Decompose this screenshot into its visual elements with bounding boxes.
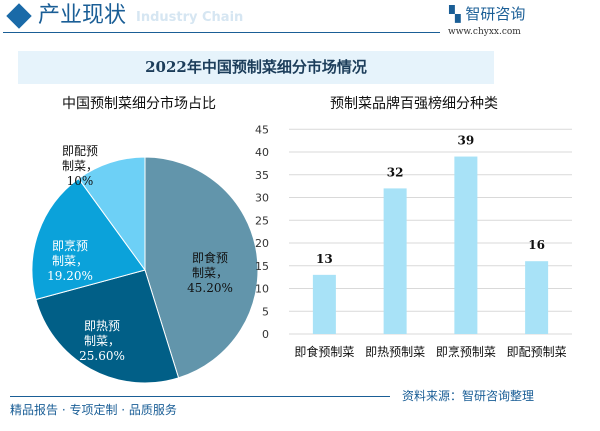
- logo-text: 智研咨询: [465, 5, 526, 23]
- y-tick-label: 10: [255, 283, 269, 296]
- pie-slice-label: 即热预制菜， 25.60%: [79, 319, 125, 363]
- source-note: 资料来源：智研咨询整理: [402, 389, 535, 403]
- bar: [525, 261, 549, 334]
- x-tick-label: 即烹预制菜: [436, 344, 496, 359]
- header-divider: [3, 32, 440, 33]
- pie-slice: [144, 156, 259, 379]
- pie-slice: [31, 177, 146, 301]
- pie-slice-label: 即配预制菜， 10%: [62, 144, 98, 188]
- y-tick-label: 35: [255, 169, 269, 182]
- footer-divider: [10, 396, 390, 397]
- y-tick-label: 30: [255, 192, 269, 205]
- bar: [383, 188, 407, 334]
- chart-banner-title: 2022年中国预制菜细分市场情况: [18, 51, 494, 84]
- logo-icon: ▚: [449, 5, 461, 23]
- bar: [454, 156, 478, 334]
- bar: [312, 274, 336, 334]
- x-tick-label: 即配预制菜: [507, 345, 567, 359]
- header-subtitle: Industry Chain: [136, 10, 244, 25]
- bar-value-label: 16: [528, 238, 545, 252]
- logo-url: www.chyxx.com: [448, 27, 521, 37]
- pie-slice-label: 即烹预制菜， 19.20%: [47, 238, 93, 283]
- brand-logo: ▚ 智研咨询: [449, 5, 525, 23]
- bar-value-label: 32: [387, 165, 404, 179]
- footer-tagline: 精品报告 · 专项定制 · 品质服务: [10, 403, 177, 417]
- pie-slice: [77, 156, 146, 272]
- bar-value-label: 13: [316, 252, 333, 266]
- y-tick-label: 45: [255, 123, 269, 136]
- header-title: 产业现状: [38, 3, 127, 28]
- y-tick-label: 0: [262, 328, 269, 341]
- y-tick-label: 25: [255, 214, 269, 227]
- bar-title: 预制菜品牌百强榜细分种类: [330, 96, 498, 112]
- y-tick-label: 15: [255, 260, 269, 273]
- x-tick-label: 即热预制菜: [365, 345, 425, 359]
- pie-slice-label: 即食预制菜， 45.20%: [187, 250, 233, 295]
- pie-title: 中国预制菜细分市场占比: [62, 96, 216, 112]
- bar-value-label: 39: [458, 134, 475, 148]
- y-tick-label: 20: [255, 237, 269, 250]
- pie-slice: [35, 269, 180, 384]
- y-tick-label: 40: [255, 146, 269, 159]
- y-tick-label: 5: [262, 305, 269, 318]
- x-tick-label: 即食预制菜: [294, 344, 354, 359]
